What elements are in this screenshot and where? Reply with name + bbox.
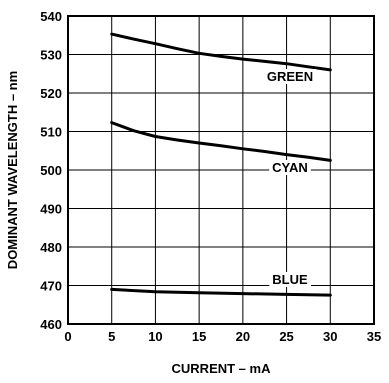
- x-tick-label: 0: [64, 329, 71, 344]
- series-labels: GREEN CYAN BLUE: [263, 69, 317, 287]
- x-tick-labels: 0 5 10 15 20 25 30 35: [64, 329, 381, 344]
- y-tick-label: 460: [40, 317, 62, 332]
- x-tick-label: 25: [279, 329, 293, 344]
- plot-frame: [67, 15, 375, 325]
- series-line-blue: [110, 287, 332, 297]
- y-tick-label: 490: [40, 202, 62, 217]
- series-lines: [110, 32, 332, 297]
- x-tick-label: 10: [148, 329, 162, 344]
- y-tick-label: 500: [40, 163, 62, 178]
- x-axis-label: CURRENT – mA: [172, 361, 272, 376]
- x-tick-label: 15: [192, 329, 206, 344]
- y-tick-label: 470: [40, 279, 62, 294]
- series-label-green: GREEN: [267, 69, 313, 84]
- y-tick-labels: 460 470 480 490 500 510 520 530 540: [40, 9, 62, 332]
- x-tick-label: 30: [323, 329, 337, 344]
- series-line-green: [110, 32, 332, 72]
- x-tick-label: 20: [236, 329, 250, 344]
- series-label-blue: BLUE: [272, 272, 308, 287]
- series-line-cyan: [110, 121, 332, 162]
- series-label-background: [263, 69, 317, 84]
- series-label-background: [269, 160, 311, 175]
- y-tick-label: 520: [40, 86, 62, 101]
- series-label-background: [269, 272, 312, 287]
- y-tick-label: 530: [40, 48, 62, 63]
- grid: [68, 16, 374, 324]
- y-tick-label: 480: [40, 240, 62, 255]
- series-label-cyan: CYAN: [272, 160, 308, 175]
- y-axis-label: DOMINANT WAVELENGTH – nm: [5, 71, 20, 269]
- x-tick-label: 5: [108, 329, 115, 344]
- y-tick-label: 510: [40, 125, 62, 140]
- x-tick-label: 35: [367, 329, 381, 344]
- y-tick-label: 540: [40, 9, 62, 24]
